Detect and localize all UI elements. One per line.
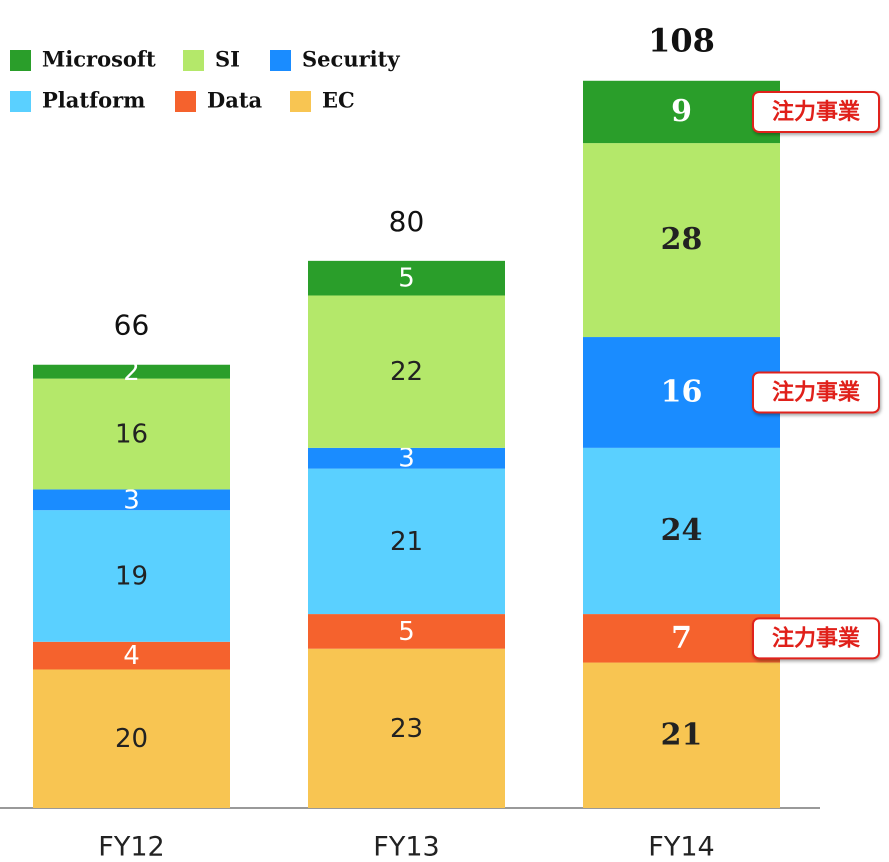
legend-label: Platform: [42, 88, 145, 113]
legend-swatch: [10, 91, 31, 112]
bar-segment: [33, 641, 230, 670]
legend-label: SI: [215, 47, 240, 72]
value-label: 24: [661, 513, 703, 548]
x-tick-label: FY13: [373, 832, 439, 862]
bar-segment: [583, 337, 780, 448]
legend-swatch: [175, 91, 196, 112]
legend-label: Data: [207, 88, 263, 113]
value-label: 19: [115, 561, 148, 591]
legend-label: Microsoft: [42, 47, 156, 72]
bar-segment: [308, 295, 505, 448]
value-label: 16: [115, 420, 148, 450]
bar-segment: [308, 260, 505, 296]
annotation-box: [752, 90, 880, 133]
bar-segment: [308, 614, 505, 649]
value-label: 28: [661, 222, 703, 257]
total-label: 108: [648, 21, 715, 59]
bar-segment: [33, 489, 230, 511]
bar-segment: [33, 510, 230, 642]
total-label: 80: [389, 205, 425, 238]
bar-segment: [583, 143, 780, 338]
value-label: 3: [398, 444, 415, 474]
value-label: 23: [390, 714, 423, 744]
value-label: 16: [661, 374, 703, 409]
bar-segment: [33, 669, 230, 808]
value-label: 22: [390, 357, 423, 387]
x-tick-label: FY14: [648, 832, 714, 862]
value-label: 21: [390, 527, 423, 557]
bar-segment: [308, 468, 505, 615]
bar-segment: [33, 378, 230, 490]
x-tick-label: FY12: [98, 832, 164, 862]
value-label: 3: [123, 485, 140, 515]
value-label: 4: [123, 641, 140, 671]
value-label: 9: [671, 94, 692, 129]
legend-swatch: [183, 50, 204, 71]
legend-label: EC: [322, 88, 355, 113]
bar-segment: [583, 447, 780, 615]
bar-segment: [583, 80, 780, 144]
annotation-box: [752, 371, 880, 414]
total-label: 66: [114, 309, 150, 342]
annotation: 注力事業: [772, 379, 861, 405]
annotation: 注力事業: [772, 625, 861, 651]
value-label: 20: [115, 724, 148, 754]
legend-swatch: [270, 50, 291, 71]
legend-swatch: [10, 50, 31, 71]
annotation-box: [752, 617, 880, 660]
bar-segment: [308, 447, 505, 469]
bar-segment: [583, 614, 780, 663]
value-label: 7: [671, 620, 692, 655]
value-label: 2: [123, 357, 140, 387]
bar-segment: [33, 364, 230, 379]
legend-label: Security: [302, 47, 400, 72]
annotation: 注力事業: [772, 99, 861, 125]
legend-swatch: [290, 91, 311, 112]
value-label: 5: [398, 617, 415, 647]
bar-segment: [583, 662, 780, 808]
value-label: 5: [398, 264, 415, 294]
value-label: 21: [661, 717, 703, 752]
bar-segment: [308, 648, 505, 808]
